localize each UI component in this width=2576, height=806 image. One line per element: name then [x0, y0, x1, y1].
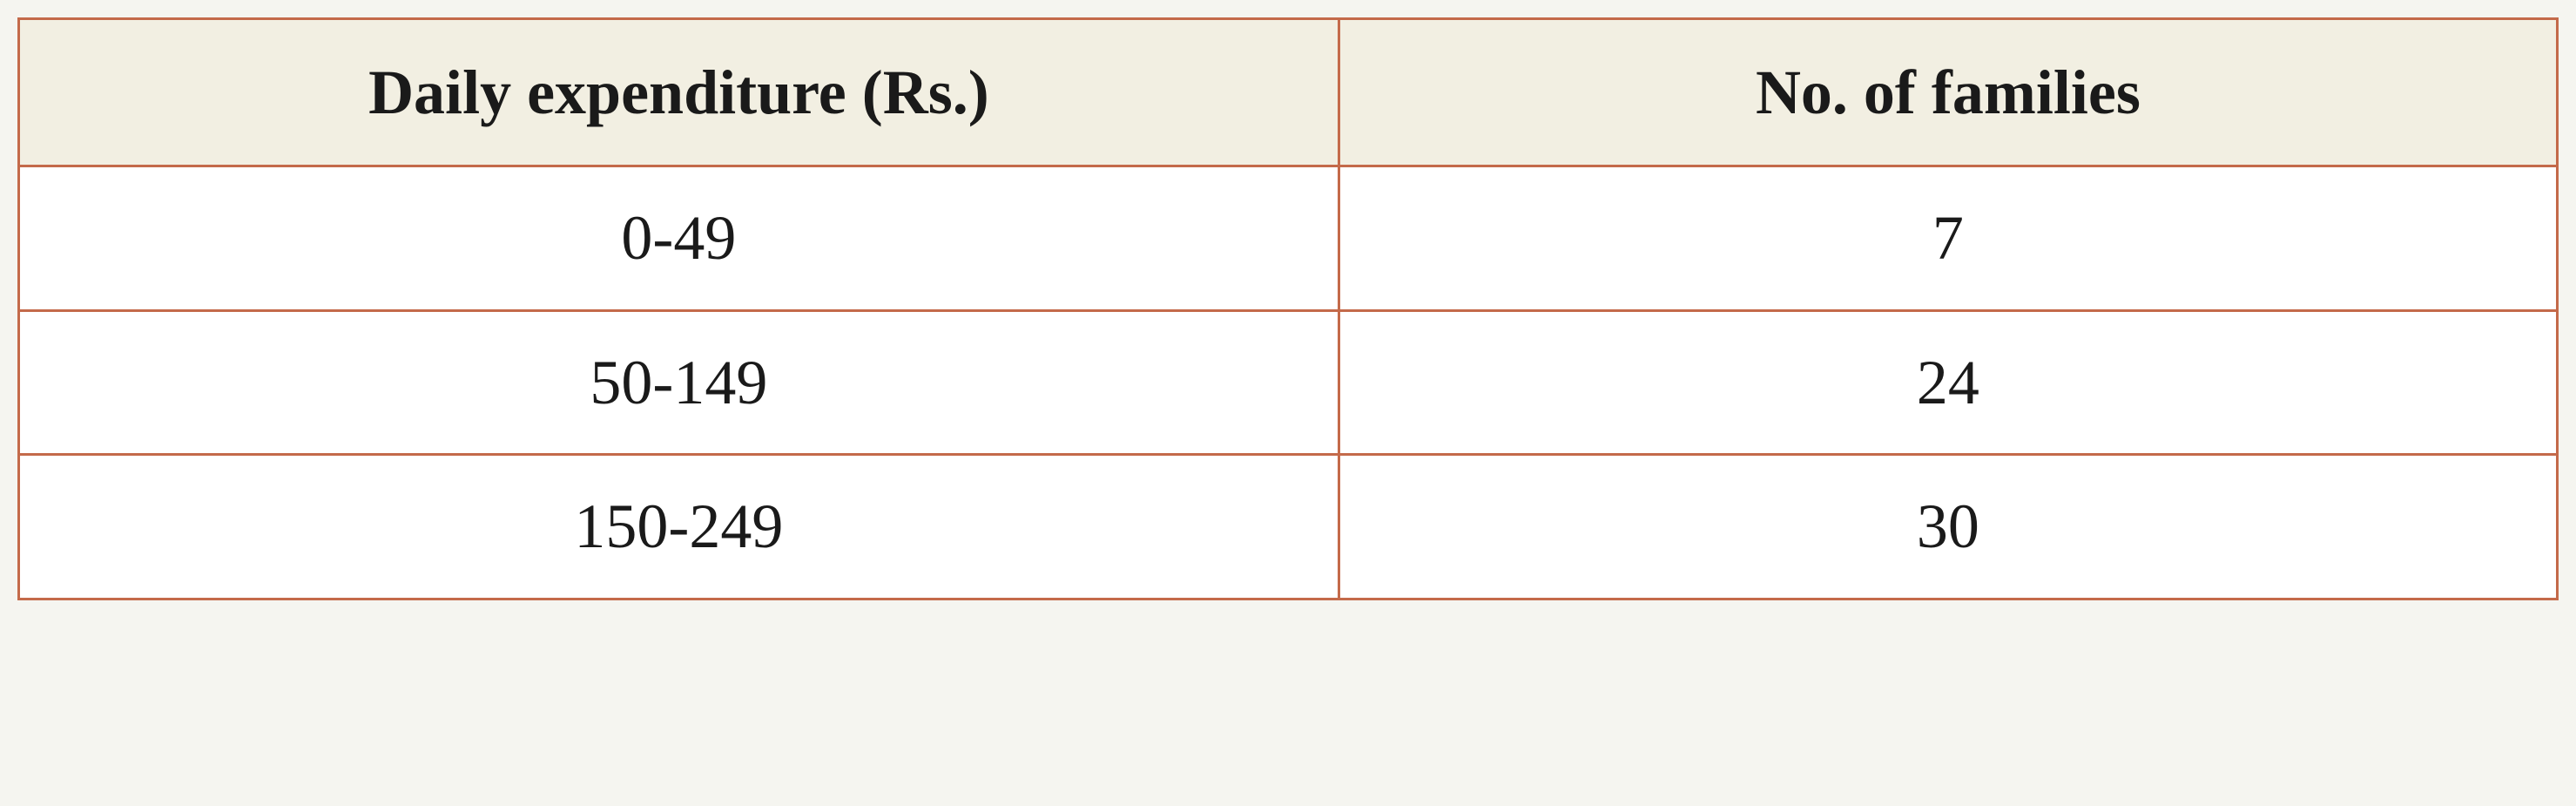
cell-families: 7: [1339, 166, 2557, 310]
cell-expenditure: 150-249: [19, 455, 1339, 599]
table-row: 0-49 7: [19, 166, 2558, 310]
table-row: 50-149 24: [19, 310, 2558, 454]
table-header-row: Daily expenditure (Rs.) No. of families: [19, 19, 2558, 166]
expenditure-table: Daily expenditure (Rs.) No. of families …: [17, 17, 2559, 600]
col-header-families: No. of families: [1339, 19, 2557, 166]
cell-families: 30: [1339, 455, 2557, 599]
col-header-expenditure: Daily expenditure (Rs.): [19, 19, 1339, 166]
cell-families: 24: [1339, 310, 2557, 454]
table-row: 150-249 30: [19, 455, 2558, 599]
cell-expenditure: 0-49: [19, 166, 1339, 310]
cell-expenditure: 50-149: [19, 310, 1339, 454]
expenditure-table-container: Daily expenditure (Rs.) No. of families …: [17, 17, 2559, 600]
